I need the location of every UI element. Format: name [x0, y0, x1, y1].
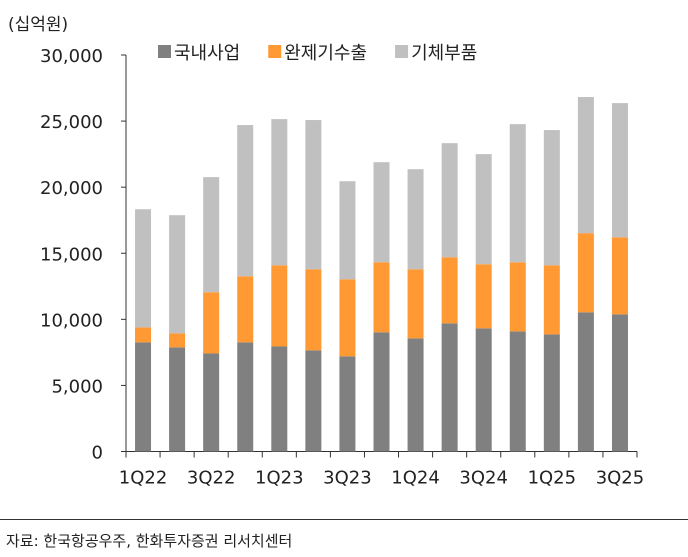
- stacked-bar-chart: 0 5,000 10,000 15,000 20,000 25,000 30,000 1Q22…: [40, 43, 645, 489]
- legend-swatch: [395, 45, 409, 58]
- bar-3Q22-기체부품: [203, 177, 220, 293]
- bar-1Q23-기체부품: [271, 119, 288, 266]
- bar-3Q23-기체부품: [339, 181, 356, 280]
- bar-3Q23-완제기수출: [339, 279, 356, 357]
- bar-4Q23-완제기수출: [373, 262, 390, 333]
- bar-2Q25-완제기수출: [577, 233, 594, 313]
- bar-3Q25-완제기수출: [611, 237, 628, 315]
- bar-2Q22-기체부품: [169, 215, 186, 334]
- bar-2Q22-완제기수출: [169, 333, 186, 348]
- bar-3Q24-기체부품: [475, 154, 492, 265]
- legend-label: 국내사업: [174, 43, 240, 64]
- y-tick-label: 25,000: [40, 112, 103, 133]
- bar-3Q24-국내사업: [475, 328, 492, 452]
- bar-1Q22-기체부품: [135, 209, 152, 328]
- x-tick-label: 3Q23: [323, 468, 372, 489]
- bar-3Q24-완제기수출: [475, 264, 492, 329]
- bar-4Q22-기체부품: [237, 125, 254, 277]
- bar-3Q22-국내사업: [203, 353, 220, 452]
- x-tick-label: 1Q25: [528, 468, 577, 489]
- legend-swatch: [158, 45, 171, 58]
- bar-2Q22-국내사업: [169, 347, 186, 452]
- bar-2Q23-완제기수출: [305, 269, 322, 351]
- x-tick-label: 1Q22: [119, 468, 168, 489]
- bar-2Q23-기체부품: [305, 120, 322, 270]
- bar-2Q23-국내사업: [305, 350, 322, 452]
- bar-4Q24-완제기수출: [509, 262, 526, 332]
- bar-4Q23-기체부품: [373, 162, 390, 263]
- bar-4Q22-완제기수출: [237, 276, 254, 343]
- unit-label: (십억원): [8, 15, 69, 35]
- bar-1Q22-국내사업: [135, 342, 152, 452]
- bar-4Q24-기체부품: [509, 124, 526, 263]
- legend-swatch: [268, 45, 282, 58]
- bar-3Q23-국내사업: [339, 356, 356, 452]
- y-tick-label: 15,000: [40, 244, 103, 265]
- bar-1Q24-완제기수출: [407, 269, 424, 339]
- bar-1Q24-국내사업: [407, 338, 424, 452]
- legend-label: 완제기수출: [284, 43, 367, 64]
- x-tick-label: 3Q25: [596, 468, 645, 489]
- bar-2Q24-국내사업: [441, 323, 458, 452]
- bar-1Q25-기체부품: [543, 130, 560, 266]
- x-tick-label: 3Q22: [187, 468, 236, 489]
- bar-4Q24-국내사업: [509, 331, 526, 452]
- bar-2Q25-국내사업: [577, 312, 594, 452]
- y-tick-label: 30,000: [40, 46, 103, 67]
- bar-3Q22-완제기수출: [203, 292, 220, 354]
- y-tick-label: 5,000: [51, 376, 103, 397]
- legend-label: 기체부품: [411, 43, 477, 64]
- divider: [0, 519, 688, 520]
- bar-2Q24-기체부품: [441, 143, 458, 258]
- bar-1Q23-국내사업: [271, 346, 288, 452]
- bar-1Q24-기체부품: [407, 169, 424, 270]
- bar-3Q25-국내사업: [611, 314, 628, 452]
- y-tick-label: 10,000: [40, 310, 103, 331]
- x-tick-label: 3Q24: [459, 468, 508, 489]
- bar-1Q25-완제기수출: [543, 265, 560, 335]
- y-tick-label: 20,000: [40, 178, 103, 199]
- bar-2Q24-완제기수출: [441, 257, 458, 324]
- y-tick-label: 0: [92, 443, 103, 464]
- bar-4Q22-국내사업: [237, 342, 254, 452]
- bar-3Q25-기체부품: [611, 103, 628, 238]
- bar-1Q23-완제기수출: [271, 265, 288, 347]
- x-tick-label: 1Q24: [391, 468, 440, 489]
- bar-2Q25-기체부품: [577, 97, 594, 234]
- x-tick-label: 1Q23: [255, 468, 304, 489]
- bar-1Q22-완제기수출: [135, 327, 152, 343]
- bar-1Q25-국내사업: [543, 334, 560, 452]
- source-note: 자료: 한국항공우주, 한화투자증권 리서치센터: [6, 532, 293, 550]
- bar-4Q23-국내사업: [373, 332, 390, 452]
